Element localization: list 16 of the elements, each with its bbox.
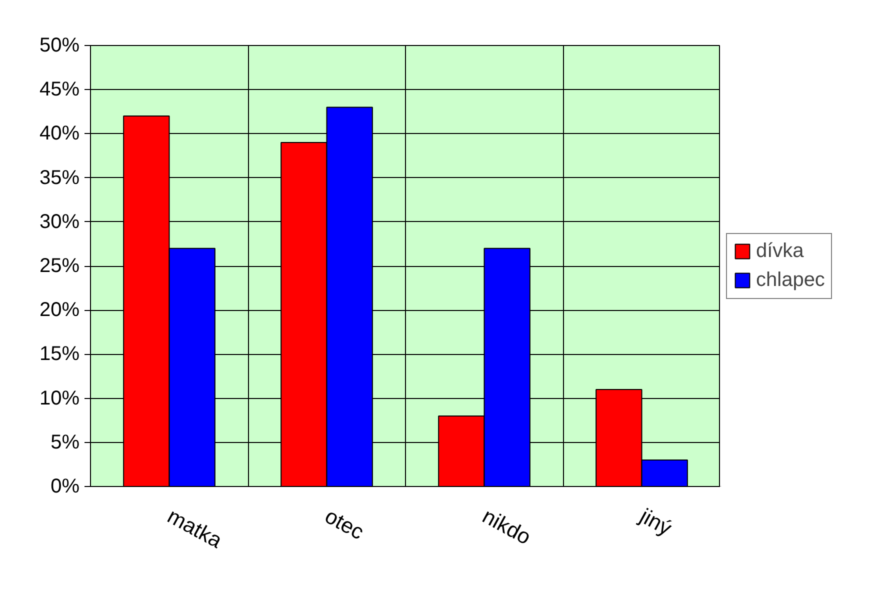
y-tick-label: 25% — [39, 255, 80, 277]
y-tick-label: 35% — [39, 166, 80, 189]
y-tick-label: 0% — [50, 476, 80, 498]
y-tick-label: 45% — [39, 78, 80, 101]
y-tick-label: 10% — [39, 387, 80, 410]
y-tick-label: 40% — [39, 122, 80, 145]
y-tick-label: 30% — [39, 210, 80, 233]
y-tick-label: 20% — [39, 299, 80, 322]
y-tick-label: 50% — [39, 34, 80, 56]
legend-label: dívka — [756, 240, 804, 262]
x-tick-label: nikdo — [478, 504, 535, 550]
x-tick-label: jiný — [635, 503, 676, 541]
x-tick-label: otec — [320, 504, 368, 545]
legend-label: chlapec — [756, 268, 825, 292]
y-tick-label: 15% — [39, 343, 80, 366]
y-tick-label: 5% — [50, 431, 80, 454]
